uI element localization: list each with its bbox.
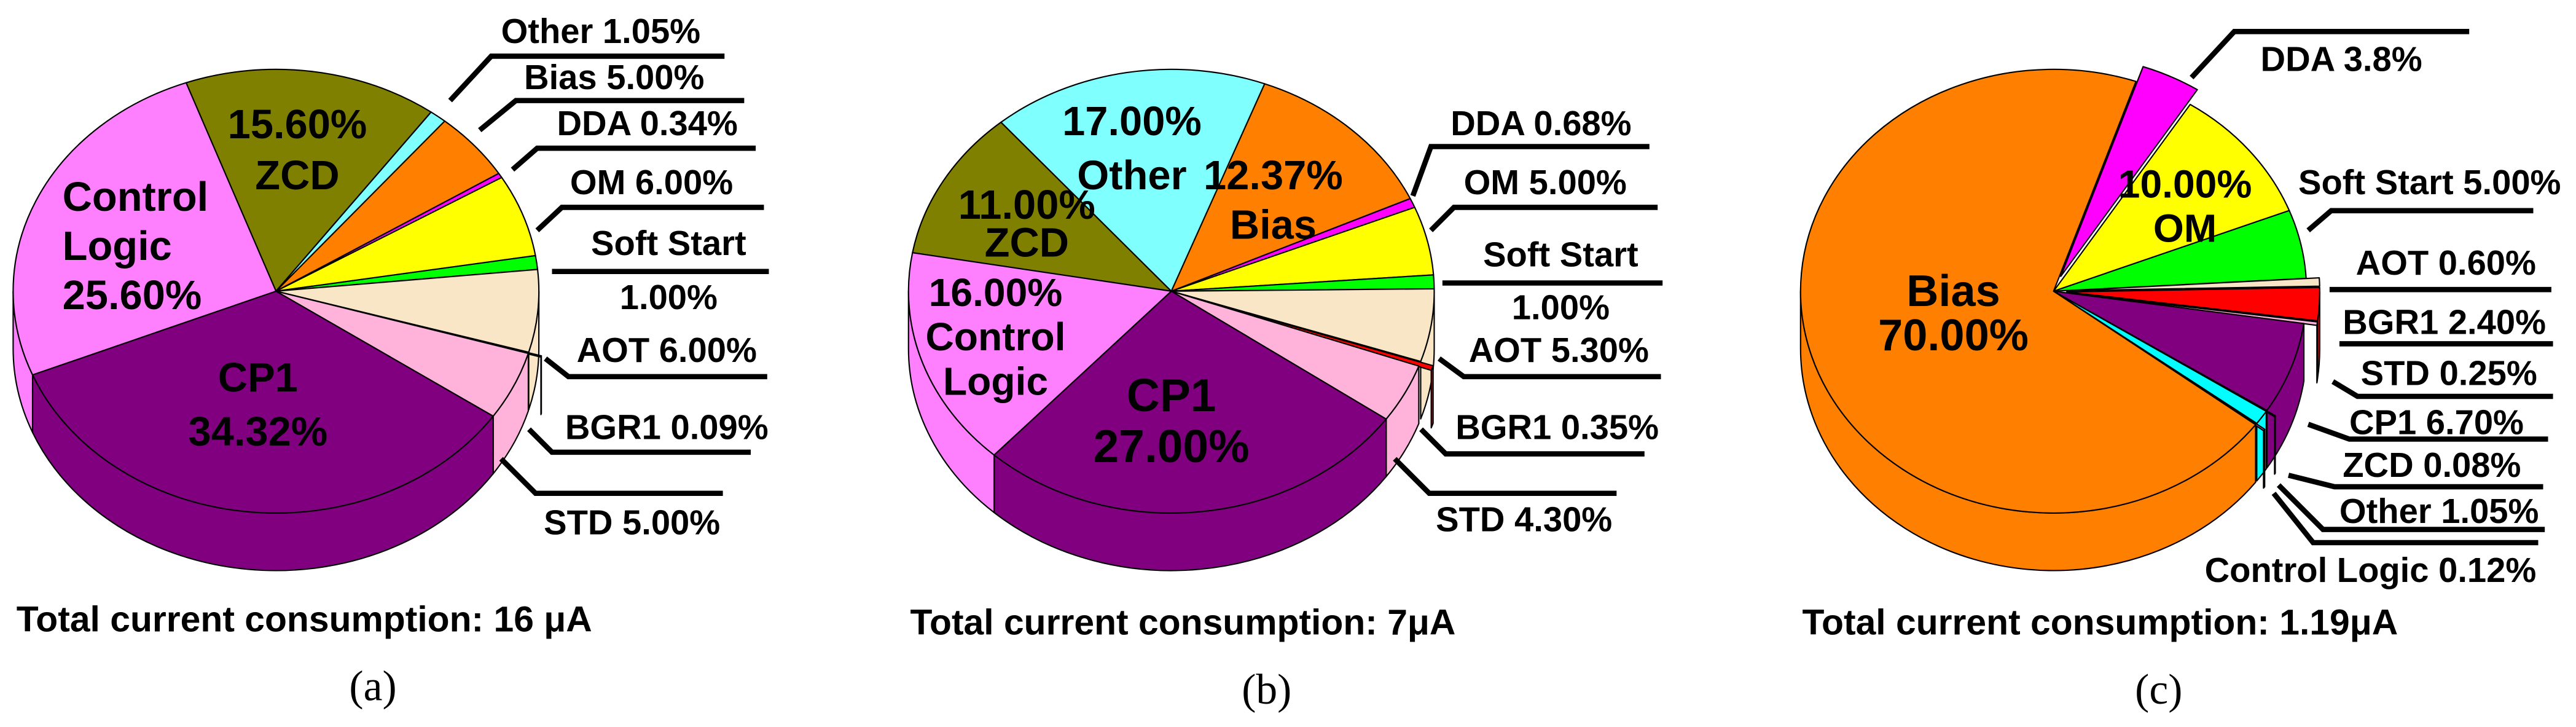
pie-slice-dda	[2060, 66, 2198, 277]
slice-label-cp1: CP1	[218, 355, 298, 401]
pie-slice-zcd	[912, 121, 1172, 292]
pie-chart--c-: DDA 3.8% 10.00%OM Soft Start 5.00% AOT 0.60…	[1799, 29, 2561, 713]
leader-line-cp1	[2307, 422, 2548, 442]
pie-slice-cp1	[2053, 290, 2305, 411]
total-consumption-title: Total current consumption: 1.19μA	[1802, 603, 2398, 643]
slice-label-other: Other 1.05%	[2339, 492, 2539, 530]
leader-line-std	[1393, 457, 1617, 497]
slice-label-control-logic: Control Logic 0.12%	[2205, 551, 2537, 589]
subfigure-caption: (c)	[2135, 666, 2182, 713]
slice-label-bias: Bias	[1906, 267, 2000, 316]
leader-line-bias	[478, 98, 745, 133]
leader-line-other	[2276, 483, 2545, 532]
slice-label-other: 17.00%	[1062, 98, 1202, 144]
slice-label-zcd: 15.60%	[228, 101, 367, 147]
slice-label-om: 10.00%	[2118, 162, 2252, 206]
slice-label-soft-start: Soft Start	[1483, 235, 1638, 274]
pie-slice-bgr1	[2065, 286, 2320, 322]
slice-label-dda: DDA 0.68%	[1450, 104, 1631, 143]
slice-label-soft-start: Soft Start 5.00%	[2298, 163, 2561, 202]
slice-label-dda: DDA 0.34%	[557, 104, 738, 143]
pie-slice-control-logic	[907, 252, 1172, 456]
total-consumption-title: Total current consumption: 7μA	[910, 603, 1455, 643]
pie-slice-other	[1000, 68, 1266, 292]
pie-slice-bias	[1799, 68, 2257, 514]
slice-label-om: OM 5.00%	[1464, 163, 1627, 202]
slice-label-bgr1: BGR1 0.09%	[565, 408, 769, 447]
slice-label-aot: AOT 6.00%	[577, 331, 757, 369]
leader-line-om	[535, 205, 764, 233]
pie-slice-cp1	[31, 290, 494, 514]
slice-label-control-logic: Control	[63, 174, 209, 220]
pie-slice-cp1	[993, 290, 1387, 514]
subfigure-caption: (a)	[349, 663, 396, 710]
leader-line-bgr1	[527, 427, 751, 455]
pie-tops	[12, 68, 542, 514]
slice-label-bgr1: BGR1 0.35%	[1455, 408, 1659, 447]
pie-slice-om	[275, 176, 536, 292]
total-consumption-title: Total current consumption: 16 μA	[17, 599, 592, 639]
pie-slice-om	[2053, 103, 2290, 292]
leader-line-aot	[544, 356, 767, 380]
pie-chart--b-: 11.00%ZCD 17.00% Other 12.37%Bias DDA 0.68% O…	[907, 68, 1663, 713]
slice-label-std: STD 5.00%	[544, 503, 720, 542]
slice-label-aot: AOT 0.60%	[2356, 243, 2536, 282]
slice-label-control-logic: Logic	[63, 223, 172, 269]
slice-label-cp1: 27.00%	[1094, 420, 1250, 472]
slice-label-bgr1: BGR1 2.40%	[2343, 302, 2546, 341]
pie-side-bgr1	[1430, 365, 1434, 429]
pie-slice-bias	[1170, 83, 1411, 292]
leader-line-aot	[1437, 356, 1661, 380]
leader-line-std	[499, 457, 723, 497]
slice-label-soft-start: 1.00%	[1512, 288, 1610, 326]
slice-label-std: STD 4.30%	[1436, 500, 1612, 538]
slice-label-dda: DDA 3.8%	[2261, 40, 2422, 79]
pie-slice-zcd	[185, 68, 432, 292]
leader-line-om	[1429, 205, 1658, 232]
leader-line-dda	[511, 145, 756, 172]
slice-label-bias: 12.37%	[1204, 152, 1343, 198]
pie-side-zcd	[2274, 415, 2276, 475]
slice-label-control-logic: Control	[925, 315, 1065, 359]
slice-label-cp1: 34.32%	[188, 409, 327, 455]
slice-label-bias: Bias	[1230, 202, 1317, 248]
leader-line-control-logic	[2271, 492, 2539, 546]
leader-line-dda	[1410, 144, 1650, 197]
leader-line-bgr1	[1419, 427, 1645, 457]
pie-chart--a-: 15.60% ZCD Other 1.05% Bias 5.00% DDA 0.34% O…	[12, 12, 769, 710]
pie-side-control-logic	[2263, 428, 2266, 489]
slice-label-cp1: CP1 6.70%	[2349, 403, 2524, 441]
slice-label-control-logic: 16.00%	[929, 270, 1063, 315]
pie-slice-aot	[1170, 288, 1435, 363]
leader-line-soft-start	[2306, 208, 2534, 233]
slice-label-soft-start: Soft Start	[591, 224, 746, 262]
slice-label-aot: AOT 5.30%	[1469, 331, 1649, 369]
slice-label-om: OM	[2153, 206, 2217, 251]
slice-label-om: OM 6.00%	[570, 163, 733, 202]
leader-line-other	[448, 53, 725, 103]
pie-slice-aot	[275, 269, 540, 353]
pie-tops	[907, 68, 1435, 514]
leader-line-zcd	[2287, 473, 2543, 490]
slice-label-std: STD 0.25%	[2361, 353, 2537, 392]
slice-label-other: Other	[1077, 152, 1186, 198]
slice-label-zcd: ZCD	[985, 220, 1069, 266]
slice-label-zcd: ZCD	[255, 152, 339, 198]
leader-line-std	[2331, 379, 2553, 399]
slice-label-control-logic: Logic	[943, 359, 1048, 403]
slice-label-other: Other 1.05%	[501, 12, 701, 50]
pie-slice-aot	[2065, 277, 2320, 292]
slice-label-cp1: CP1	[1127, 369, 1216, 421]
pie-slice-control-logic	[12, 82, 277, 376]
slice-label-control-logic: 25.60%	[63, 272, 202, 318]
slice-label-zcd: ZCD 0.08%	[2343, 446, 2521, 484]
slice-label-zcd: 11.00%	[958, 182, 1095, 228]
leader-line-dda	[2190, 29, 2470, 80]
slice-label-bias: 70.00%	[1878, 311, 2029, 360]
slice-label-bias: Bias 5.00%	[524, 58, 704, 96]
slice-label-soft-start: 1.00%	[620, 278, 718, 316]
subfigure-caption: (b)	[1242, 666, 1291, 713]
pie-tops	[1799, 66, 2320, 514]
